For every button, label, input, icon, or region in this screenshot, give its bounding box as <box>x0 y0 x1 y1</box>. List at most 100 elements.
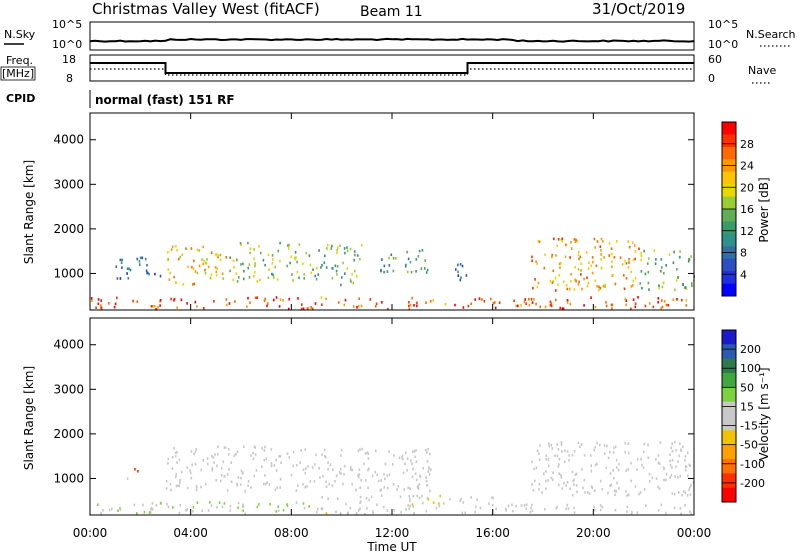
freq-unit-box <box>0 66 36 81</box>
heatmap-cell <box>165 487 168 490</box>
heatmap-cell <box>665 473 668 476</box>
heatmap-cell <box>554 454 556 457</box>
heatmap-cell <box>352 305 355 308</box>
colorbar-tick-label: 100 <box>740 362 761 375</box>
heatmap-cell <box>481 298 483 301</box>
heatmap-cell <box>412 505 414 508</box>
heatmap-cell <box>613 489 616 493</box>
heatmap-cell <box>408 495 411 498</box>
heatmap-cell <box>630 461 632 465</box>
heatmap-cell <box>346 246 348 249</box>
heatmap-cell <box>567 507 570 510</box>
heatmap-cell <box>314 274 316 278</box>
heatmap-cell <box>200 485 202 489</box>
heatmap-cell <box>181 253 183 257</box>
heatmap-cell <box>398 456 401 460</box>
heatmap-cell <box>661 305 664 309</box>
heatmap-cell <box>470 302 472 305</box>
heatmap-cell <box>304 448 307 451</box>
heatmap-cell <box>538 240 541 244</box>
heatmap-cell <box>599 443 601 447</box>
heatmap-cell <box>583 454 586 457</box>
heatmap-cell <box>383 264 386 268</box>
cpid-text: normal (fast) 151 RF <box>95 93 235 107</box>
heatmap-cell <box>571 493 574 497</box>
heatmap-cell <box>277 509 280 512</box>
heatmap-cell <box>404 462 406 466</box>
heatmap-cell <box>178 511 181 515</box>
heatmap-cell <box>153 304 156 308</box>
heatmap-cell <box>425 301 427 304</box>
heatmap-cell <box>218 501 221 504</box>
y-tick-label: 3000 <box>53 177 84 191</box>
colorbar-tick-label: 20 <box>740 181 754 194</box>
heatmap-cell <box>566 299 569 302</box>
colorbar-segment <box>722 373 736 388</box>
heatmap-cell <box>239 483 242 486</box>
heatmap-cell <box>537 281 540 285</box>
heatmap-cell <box>556 454 559 458</box>
heatmap-cell <box>176 306 178 309</box>
heatmap-cell <box>269 502 271 506</box>
heatmap-cell <box>415 270 417 273</box>
xaxis-title: Time UT <box>366 540 417 554</box>
heatmap-cell <box>569 487 571 490</box>
heatmap-cell <box>657 454 660 457</box>
heatmap-cell <box>513 299 515 303</box>
nsky-series <box>89 37 695 43</box>
heatmap-cell <box>325 480 327 484</box>
heatmap-cell <box>337 246 339 249</box>
heatmap-cell <box>346 249 349 253</box>
heatmap-cell <box>418 474 421 478</box>
heatmap-cell <box>178 458 181 462</box>
heatmap-cell <box>127 277 130 280</box>
heatmap-cell <box>577 250 580 254</box>
heatmap-cell <box>223 475 226 478</box>
heatmap-cell <box>657 297 660 300</box>
heatmap-cell <box>321 263 323 267</box>
heatmap-cell <box>615 490 617 493</box>
heatmap-cell <box>359 486 361 489</box>
heatmap-cell <box>566 287 568 291</box>
heatmap-cell <box>675 449 677 452</box>
heatmap-cell <box>417 255 420 258</box>
heatmap-cell <box>346 267 348 270</box>
heatmap-cell <box>340 454 342 457</box>
heatmap-cell <box>204 268 206 272</box>
heatmap-cell <box>685 304 688 307</box>
heatmap-cell <box>411 462 413 465</box>
heatmap-cell <box>171 467 174 470</box>
heatmap-cell <box>658 462 661 465</box>
heatmap-cell <box>596 240 599 243</box>
heatmap-cell <box>193 259 195 263</box>
heatmap-cell <box>642 466 645 469</box>
heatmap-cell <box>301 303 303 306</box>
heatmap-cell <box>575 472 578 476</box>
heatmap-cell <box>327 497 329 501</box>
heatmap-cell <box>296 463 298 467</box>
heatmap-cell <box>647 257 650 260</box>
heatmap-cell <box>551 478 554 481</box>
heatmap-cell <box>520 303 522 307</box>
heatmap-cell <box>331 277 334 280</box>
heatmap-cell <box>211 466 214 470</box>
heatmap-cell <box>213 300 215 303</box>
heatmap-cell <box>429 489 431 493</box>
heatmap-cell <box>611 303 614 307</box>
heatmap-cell <box>571 470 574 474</box>
freq-left-tick-top: 18 <box>62 53 76 66</box>
heatmap-cell <box>259 251 262 255</box>
heatmap-cell <box>206 457 209 460</box>
heatmap-cell <box>691 282 693 285</box>
heatmap-cell <box>303 273 305 276</box>
heatmap-cell <box>416 301 418 305</box>
heatmap-cell <box>364 512 366 516</box>
heatmap-cell <box>315 510 318 514</box>
heatmap-cell <box>604 285 606 288</box>
heatmap-cell <box>478 297 481 300</box>
heatmap-cell <box>609 472 612 475</box>
heatmap-cell <box>457 270 459 274</box>
heatmap-cell <box>599 479 602 483</box>
heatmap-cell <box>531 301 534 304</box>
heatmap-cell <box>528 303 531 307</box>
